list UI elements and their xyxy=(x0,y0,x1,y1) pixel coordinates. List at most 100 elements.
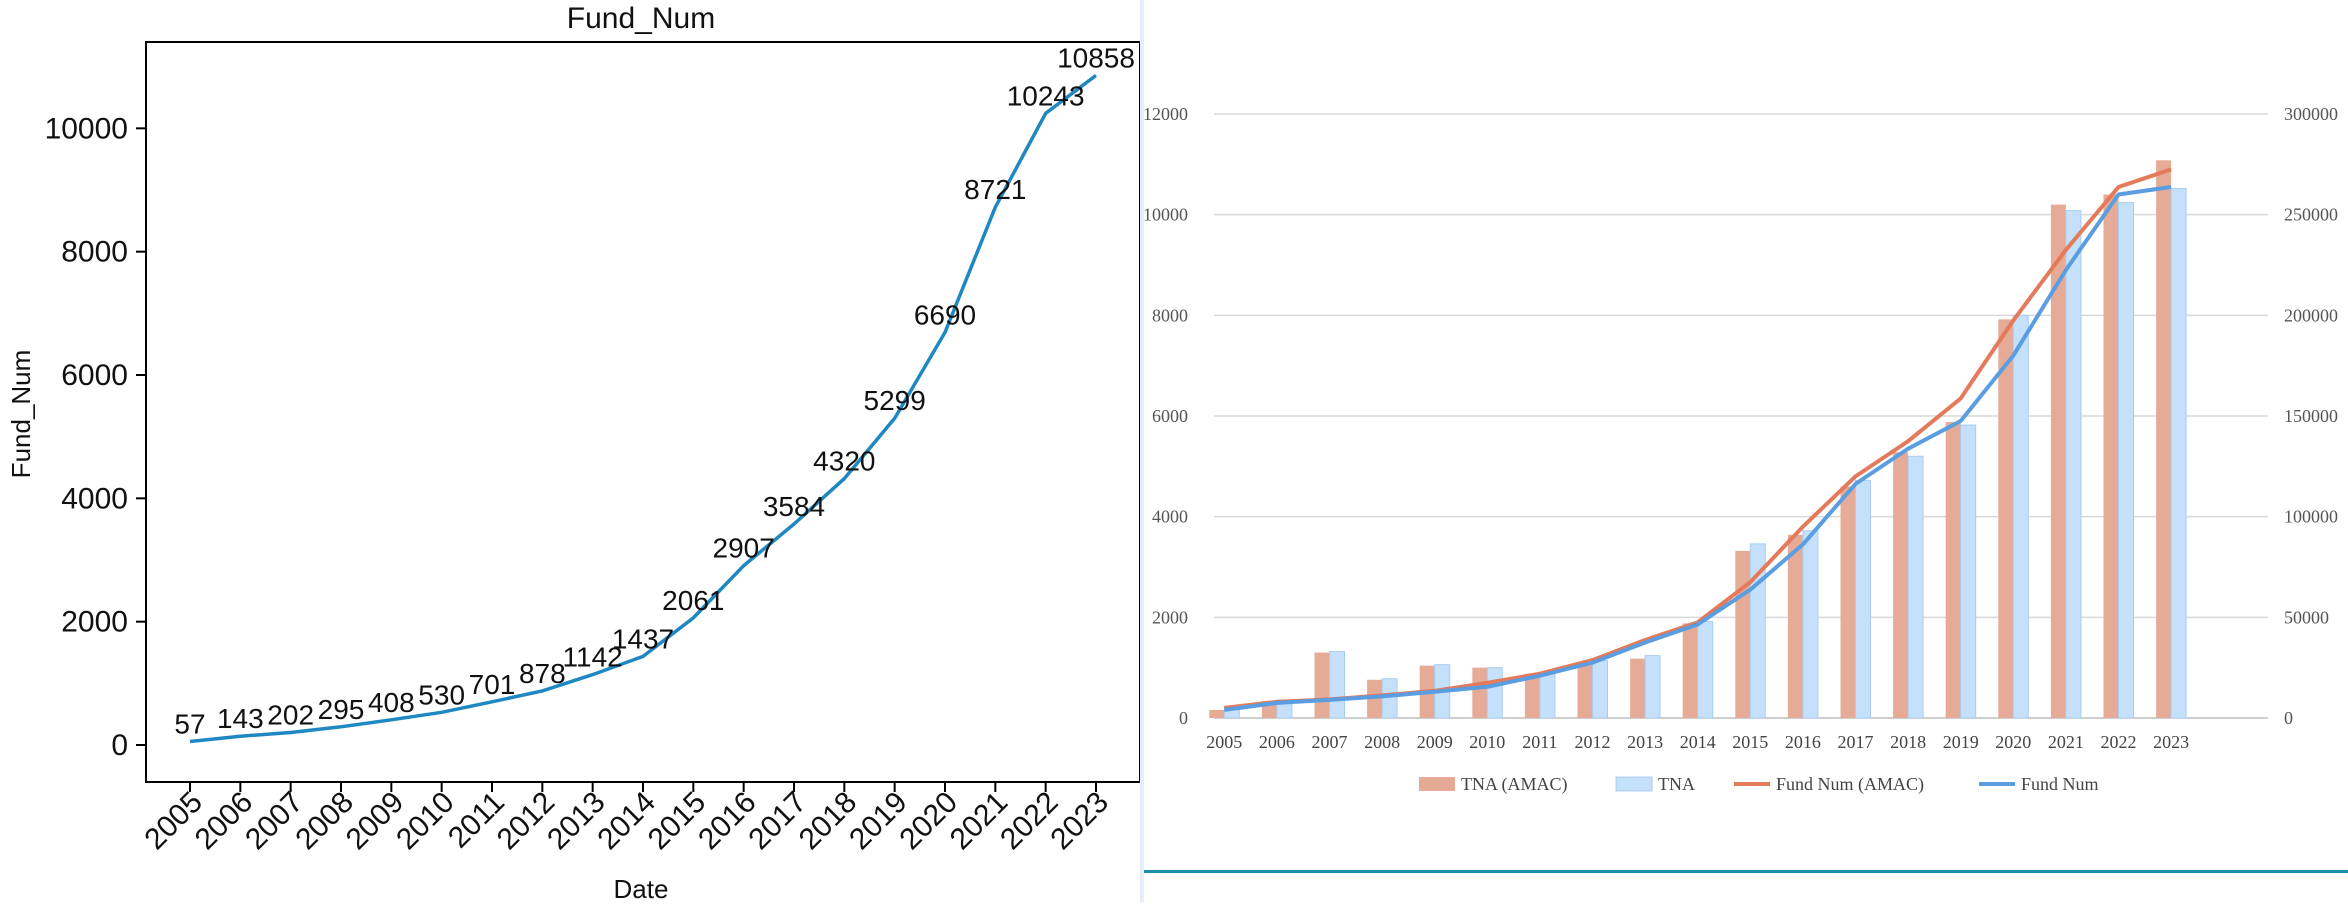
right-y-tick-label: 200000 xyxy=(2284,305,2338,325)
x-tick-label: 2018 xyxy=(1890,732,1926,752)
y-tick-label: 8000 xyxy=(61,236,128,269)
bar-tna xyxy=(1960,424,1977,719)
x-tick-label: 2005 xyxy=(138,786,209,857)
x-tick-label: 2009 xyxy=(340,786,411,857)
right-y-tick-label: 300000 xyxy=(2284,104,2338,124)
legend-label: TNA xyxy=(1658,774,1695,794)
y-tick-label: 4000 xyxy=(61,482,128,515)
plot-frame xyxy=(145,41,1141,783)
x-tick-label: 2013 xyxy=(541,786,612,857)
x-tick-label: 2015 xyxy=(642,786,713,857)
bar-tna xyxy=(1592,660,1608,719)
legend-label: Fund Num xyxy=(2021,774,2099,794)
data-label: 1142 xyxy=(563,642,623,673)
left-y-tick-label: 10000 xyxy=(1144,205,1188,225)
x-tick-label: 2008 xyxy=(289,786,360,857)
x-tick-label: 2023 xyxy=(1044,786,1115,857)
chart-title: Fund_Num xyxy=(567,2,715,35)
data-label: 3584 xyxy=(763,491,825,522)
x-tick-label: 2010 xyxy=(1469,732,1505,752)
data-label: 295 xyxy=(318,694,365,725)
legend-swatch xyxy=(1615,776,1653,792)
x-tick-label: 2021 xyxy=(944,786,1015,857)
bar-tna xyxy=(1381,678,1398,719)
bar-tna xyxy=(1539,672,1556,719)
bar-tna-amac xyxy=(1524,673,1540,718)
data-label: 202 xyxy=(267,700,314,731)
bar-tna xyxy=(2170,187,2187,719)
bar-tna-amac xyxy=(1945,422,1961,718)
left-y-tick-label: 0 xyxy=(1179,708,1188,728)
data-label: 143 xyxy=(217,703,264,734)
y-tick-label: 10000 xyxy=(45,112,128,145)
bar-tna xyxy=(1802,530,1819,719)
bar-tna xyxy=(1329,651,1345,719)
bar-tna-amac xyxy=(2103,194,2119,719)
bar-series xyxy=(1209,160,2187,719)
legend-label: TNA (AMAC) xyxy=(1461,774,1568,795)
x-tick-label: 2016 xyxy=(1785,732,1821,752)
bar-tna xyxy=(1644,655,1661,719)
bar-tna xyxy=(1855,479,1871,719)
bar-tna-amac xyxy=(1472,667,1488,718)
x-axis-label: Date xyxy=(614,874,669,902)
bar-tna xyxy=(1907,455,1924,719)
x-tick-label: 2011 xyxy=(442,786,511,855)
bar-tna-amac xyxy=(1209,709,1225,718)
data-label: 2907 xyxy=(713,533,775,564)
data-label: 1437 xyxy=(612,623,674,654)
x-tick-label: 2010 xyxy=(390,786,461,857)
bar-tna-amac xyxy=(2156,160,2172,719)
right-y-axis-ticks: 0 50000 100000 150000 200000 250000 300000 xyxy=(2284,104,2338,728)
x-tick-label: 2007 xyxy=(1312,732,1348,752)
legend-item: Fund Num (AMAC) xyxy=(1734,774,1924,795)
bar-tna-amac xyxy=(1682,623,1698,718)
y-tick-label: 2000 xyxy=(61,606,128,639)
left-y-tick-label: 2000 xyxy=(1152,607,1188,627)
left-y-tick-label: 4000 xyxy=(1152,507,1188,527)
legend: TNA (AMAC) TNA Fund Num (AMAC) Fund Num xyxy=(1419,774,2099,795)
left-y-tick-label: 6000 xyxy=(1152,406,1188,426)
x-axis-ticks: 2005200620072008200920102011201220132014… xyxy=(138,782,1115,856)
bar-tna-amac xyxy=(1630,658,1646,718)
x-tick-label: 2009 xyxy=(1417,732,1453,752)
data-label: 4320 xyxy=(813,446,875,477)
data-label: 10243 xyxy=(1007,80,1085,111)
x-tick-label: 2022 xyxy=(994,786,1065,857)
x-tick-label: 2016 xyxy=(692,786,763,857)
right-y-tick-label: 0 xyxy=(2284,708,2293,728)
x-tick-label: 2011 xyxy=(1522,732,1557,752)
bar-tna-amac xyxy=(1840,486,1856,718)
x-tick-label: 2014 xyxy=(591,786,662,857)
y-tick-label: 0 xyxy=(111,729,128,762)
x-tick-label: 2020 xyxy=(1995,732,2031,752)
x-tick-label: 2007 xyxy=(239,786,310,857)
bar-tna xyxy=(1697,620,1714,719)
data-label: 2061 xyxy=(662,585,724,616)
bar-tna-amac xyxy=(1893,452,1909,718)
bar-tna-amac xyxy=(1577,661,1593,718)
x-tick-label: 2019 xyxy=(1943,732,1979,752)
bar-tna xyxy=(2065,210,2082,719)
bar-tna-amac xyxy=(1787,534,1803,718)
line-series xyxy=(1224,167,2172,712)
left-y-tick-label: 12000 xyxy=(1144,104,1188,124)
bar-tna xyxy=(2012,314,2029,719)
legend-item: TNA (AMAC) xyxy=(1419,774,1568,795)
x-tick-label: 2013 xyxy=(1627,732,1663,752)
data-label: 878 xyxy=(519,658,566,689)
data-label: 5299 xyxy=(864,385,926,416)
bar-tna-amac xyxy=(1735,550,1751,718)
x-tick-label: 2006 xyxy=(1259,732,1295,752)
legend-item: Fund Num xyxy=(1979,774,2099,794)
y-axis-label: Fund_Num xyxy=(6,350,36,479)
x-tick-label: 2006 xyxy=(189,786,260,857)
line-fund-num xyxy=(1224,185,2172,712)
fund-num-series-line xyxy=(189,74,1098,744)
legend-swatch xyxy=(1419,777,1455,791)
bar-tna-amac xyxy=(2050,204,2066,719)
bar-tna-amac xyxy=(1314,652,1330,718)
x-tick-label: 2012 xyxy=(1575,732,1611,752)
x-tick-label: 2015 xyxy=(1732,732,1768,752)
